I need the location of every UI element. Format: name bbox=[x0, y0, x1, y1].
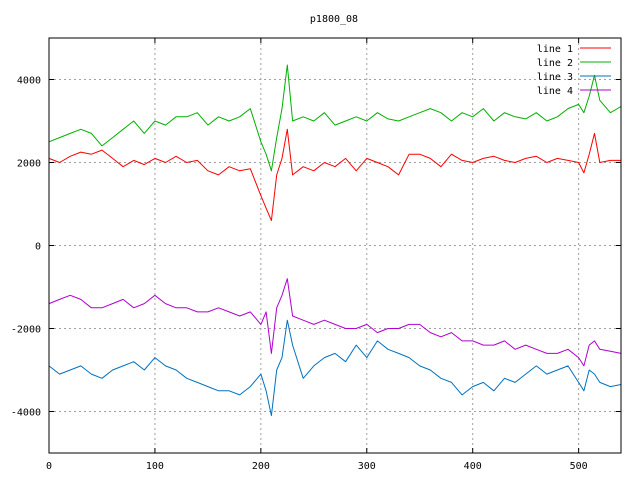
y-tick-label: 2000 bbox=[17, 159, 41, 170]
chart-title: p1800_08 bbox=[310, 14, 358, 25]
x-tick-label: 400 bbox=[464, 461, 482, 472]
legend-label-1: line 1 bbox=[537, 44, 573, 55]
series-line-4 bbox=[48, 278, 622, 367]
x-tick-label: 200 bbox=[252, 461, 270, 472]
x-tick-label: 300 bbox=[358, 461, 376, 472]
axis-ticks: 0 100 200 300 400 500 -4000 -2000 0 2000 4000 bbox=[11, 38, 621, 472]
x-tick-label: 500 bbox=[570, 461, 588, 472]
grid bbox=[49, 38, 621, 453]
x-tick-label: 0 bbox=[46, 461, 52, 472]
legend: line 1 line 2 line 3 line 4 bbox=[537, 44, 611, 97]
legend-label-3: line 3 bbox=[537, 72, 573, 83]
y-tick-label: -4000 bbox=[11, 408, 41, 419]
y-tick-label: -2000 bbox=[11, 325, 41, 336]
legend-label-2: line 2 bbox=[537, 58, 573, 69]
x-tick-label: 100 bbox=[146, 461, 164, 472]
series-lines bbox=[48, 64, 622, 417]
y-tick-label: 4000 bbox=[17, 76, 41, 87]
y-tick-label: 0 bbox=[35, 242, 41, 253]
legend-label-4: line 4 bbox=[537, 86, 573, 97]
series-line-2 bbox=[48, 64, 622, 172]
series-line-3 bbox=[48, 319, 622, 417]
series-line-1 bbox=[48, 128, 621, 222]
